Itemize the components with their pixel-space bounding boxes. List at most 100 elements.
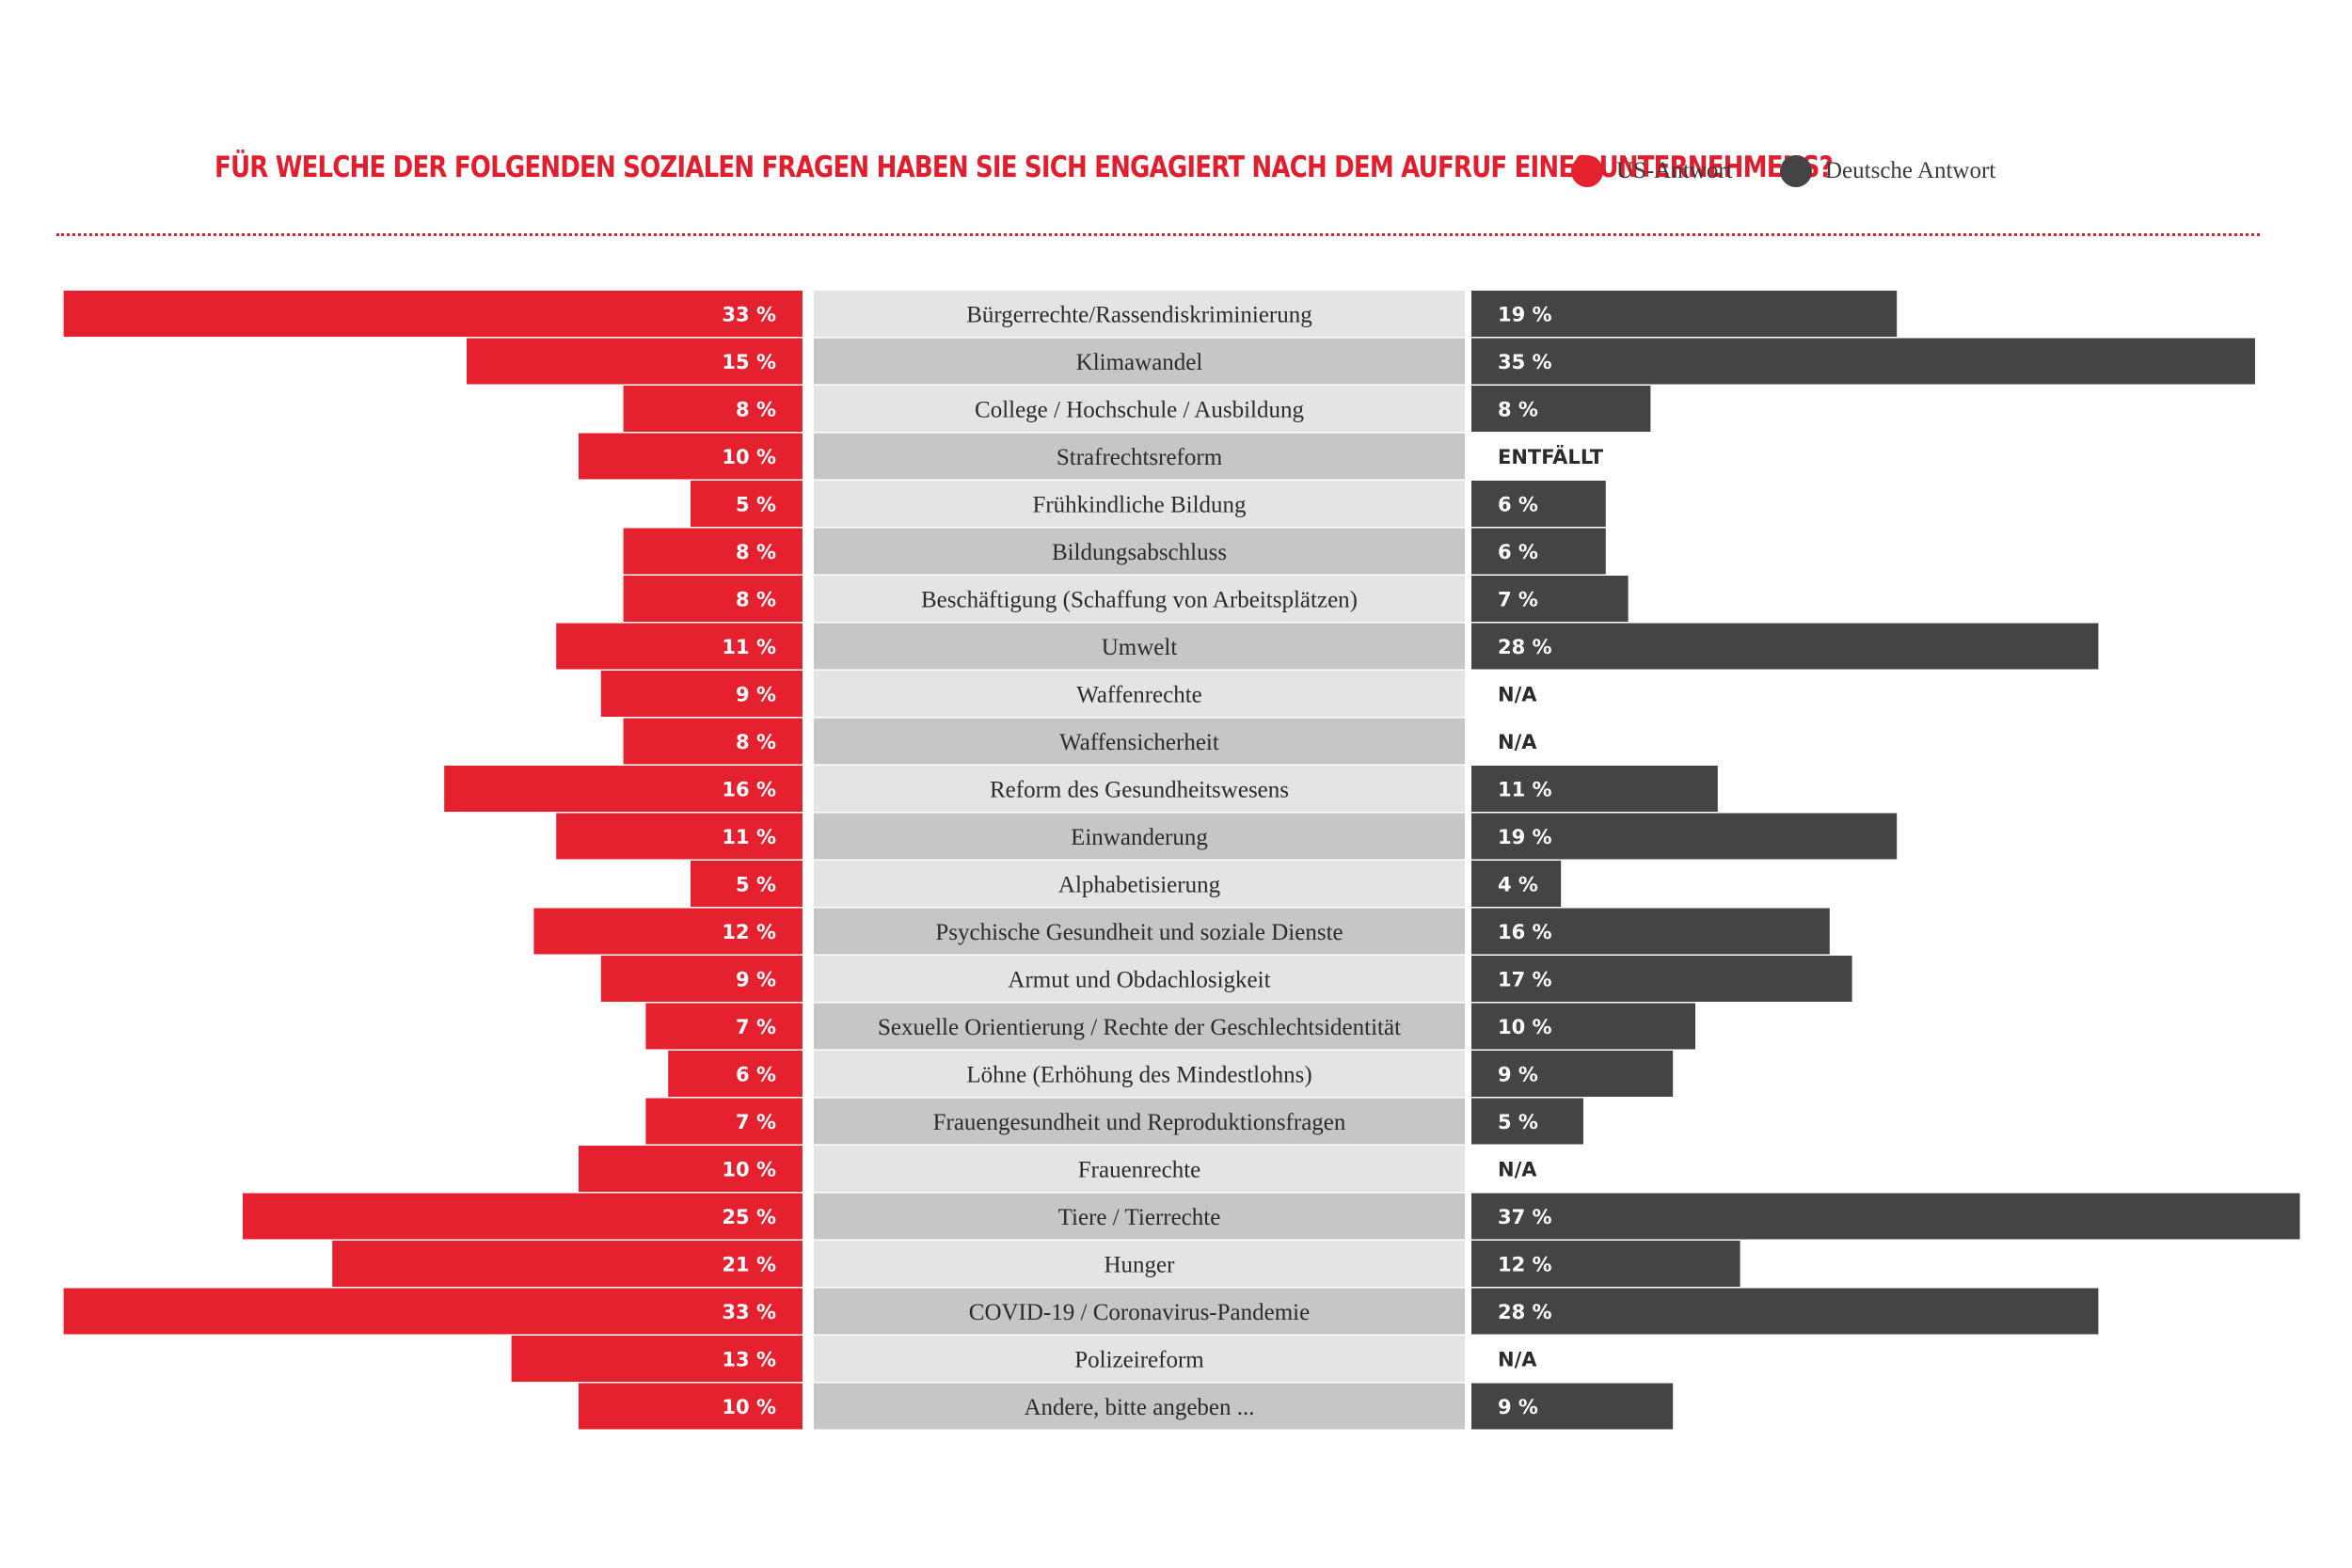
us-bar [444, 766, 803, 812]
de-bar [1471, 338, 2255, 385]
category-stripe [814, 1051, 1465, 1097]
us-bar [63, 1288, 803, 1335]
us-bar [691, 861, 803, 907]
us-value-label: 11 % [722, 826, 776, 848]
us-bar [467, 338, 803, 385]
de-bar [1471, 1051, 1674, 1097]
category-stripe [814, 1193, 1465, 1240]
de-bar [1471, 956, 1852, 1002]
legend-item-de: Deutsche Antwort [1780, 152, 1995, 190]
us-bar [63, 291, 803, 337]
category-label: Sexuelle Orientierung / Rechte der Gesch… [878, 1015, 1401, 1040]
us-bar [556, 623, 803, 670]
category-stripe [814, 481, 1465, 527]
category-stripe [814, 623, 1465, 670]
de-bar [1471, 861, 1562, 907]
us-bar [556, 813, 803, 860]
us-value-label: 13 % [722, 1349, 776, 1371]
category-label: Beschäftigung (Schaffung von Arbeitsplät… [921, 588, 1358, 613]
us-bar [623, 718, 803, 765]
category-label: Frauenrechte [1078, 1158, 1200, 1183]
us-value-label: 21 % [722, 1254, 776, 1276]
category-label: Bildungsabschluss [1052, 540, 1227, 565]
us-bar [645, 1003, 803, 1050]
de-bar [1471, 291, 1898, 337]
de-bar [1471, 386, 1651, 432]
category-label: Umwelt [1102, 635, 1178, 660]
us-value-label: 8 % [736, 541, 776, 563]
de-bar [1471, 481, 1606, 527]
us-bar [243, 1193, 803, 1240]
de-value-label: 17 % [1498, 969, 1552, 991]
de-value-label: N/A [1498, 1349, 1537, 1371]
de-value-label: 11 % [1498, 779, 1552, 801]
us-value-label: 25 % [722, 1206, 776, 1228]
chart-title: FÜR WELCHE DER FOLGENDEN SOZIALEN FRAGEN… [215, 150, 1834, 184]
us-value-label: 33 % [722, 304, 776, 326]
category-stripe [814, 386, 1465, 432]
de-bar [1471, 1241, 1740, 1287]
de-value-label: 9 % [1498, 1396, 1538, 1418]
de-bar [1471, 1193, 2300, 1240]
category-stripe [814, 1383, 1465, 1430]
category-stripe [814, 1098, 1465, 1145]
category-label: Reform des Gesundheitswesens [990, 778, 1289, 803]
category-label: Frauengesundheit und Reproduktionsfragen [933, 1110, 1346, 1135]
us-value-label: 9 % [736, 684, 776, 706]
us-bar [623, 386, 803, 432]
de-value-label: 4 % [1498, 874, 1538, 896]
us-value-label: 7 % [736, 1111, 776, 1133]
de-bar [1471, 813, 1898, 860]
us-value-label: 11 % [722, 636, 776, 658]
category-stripe [814, 956, 1465, 1002]
us-value-label: 33 % [722, 1301, 776, 1323]
us-bar [623, 576, 803, 622]
us-bar [668, 1051, 803, 1097]
category-label: Polizeireform [1074, 1348, 1204, 1373]
de-bar [1471, 576, 1629, 622]
category-stripe [814, 576, 1465, 622]
category-stripe [814, 1241, 1465, 1287]
legend-swatch-us [1571, 155, 1603, 187]
us-bar [691, 481, 803, 527]
de-value-label: N/A [1498, 684, 1537, 706]
category-label: COVID-19 / Coronavirus-Pandemie [969, 1300, 1310, 1325]
legend-swatch-de [1780, 155, 1812, 187]
category-stripe [814, 433, 1465, 480]
us-value-label: 8 % [736, 589, 776, 611]
de-bar [1471, 1098, 1583, 1145]
us-value-label: 10 % [722, 446, 776, 468]
de-value-label: ENTFÄLLT [1498, 445, 1604, 468]
category-label: Einwanderung [1071, 825, 1208, 850]
category-stripe [814, 718, 1465, 765]
us-value-label: 10 % [722, 1159, 776, 1181]
us-bar [623, 528, 803, 575]
category-label: Waffenrechte [1076, 683, 1202, 708]
de-value-label: 10 % [1498, 1016, 1552, 1038]
de-value-label: 28 % [1498, 636, 1552, 658]
de-bar [1471, 528, 1606, 575]
category-stripe [814, 908, 1465, 955]
de-value-label: 8 % [1498, 399, 1538, 421]
category-label: Hunger [1104, 1253, 1176, 1278]
us-bar [579, 433, 803, 480]
us-bar [332, 1241, 803, 1287]
category-stripe [814, 1288, 1465, 1335]
de-value-label: 28 % [1498, 1301, 1552, 1323]
category-label: Alphabetisierung [1058, 873, 1221, 898]
category-stripe [814, 1146, 1465, 1192]
de-value-label: 12 % [1498, 1254, 1552, 1276]
de-value-label: N/A [1498, 1159, 1537, 1181]
legend-label-de: Deutsche Antwort [1825, 158, 1996, 183]
us-value-label: 5 % [736, 494, 776, 516]
de-value-label: 37 % [1498, 1206, 1552, 1228]
de-value-label: 7 % [1498, 589, 1538, 611]
us-value-label: 6 % [736, 1064, 776, 1086]
de-value-label: 6 % [1498, 494, 1538, 516]
category-label: Psychische Gesundheit und soziale Dienst… [935, 920, 1343, 945]
de-value-label: 19 % [1498, 826, 1552, 848]
de-value-label: 6 % [1498, 541, 1538, 563]
us-value-label: 16 % [722, 779, 776, 801]
us-bar [579, 1383, 803, 1430]
